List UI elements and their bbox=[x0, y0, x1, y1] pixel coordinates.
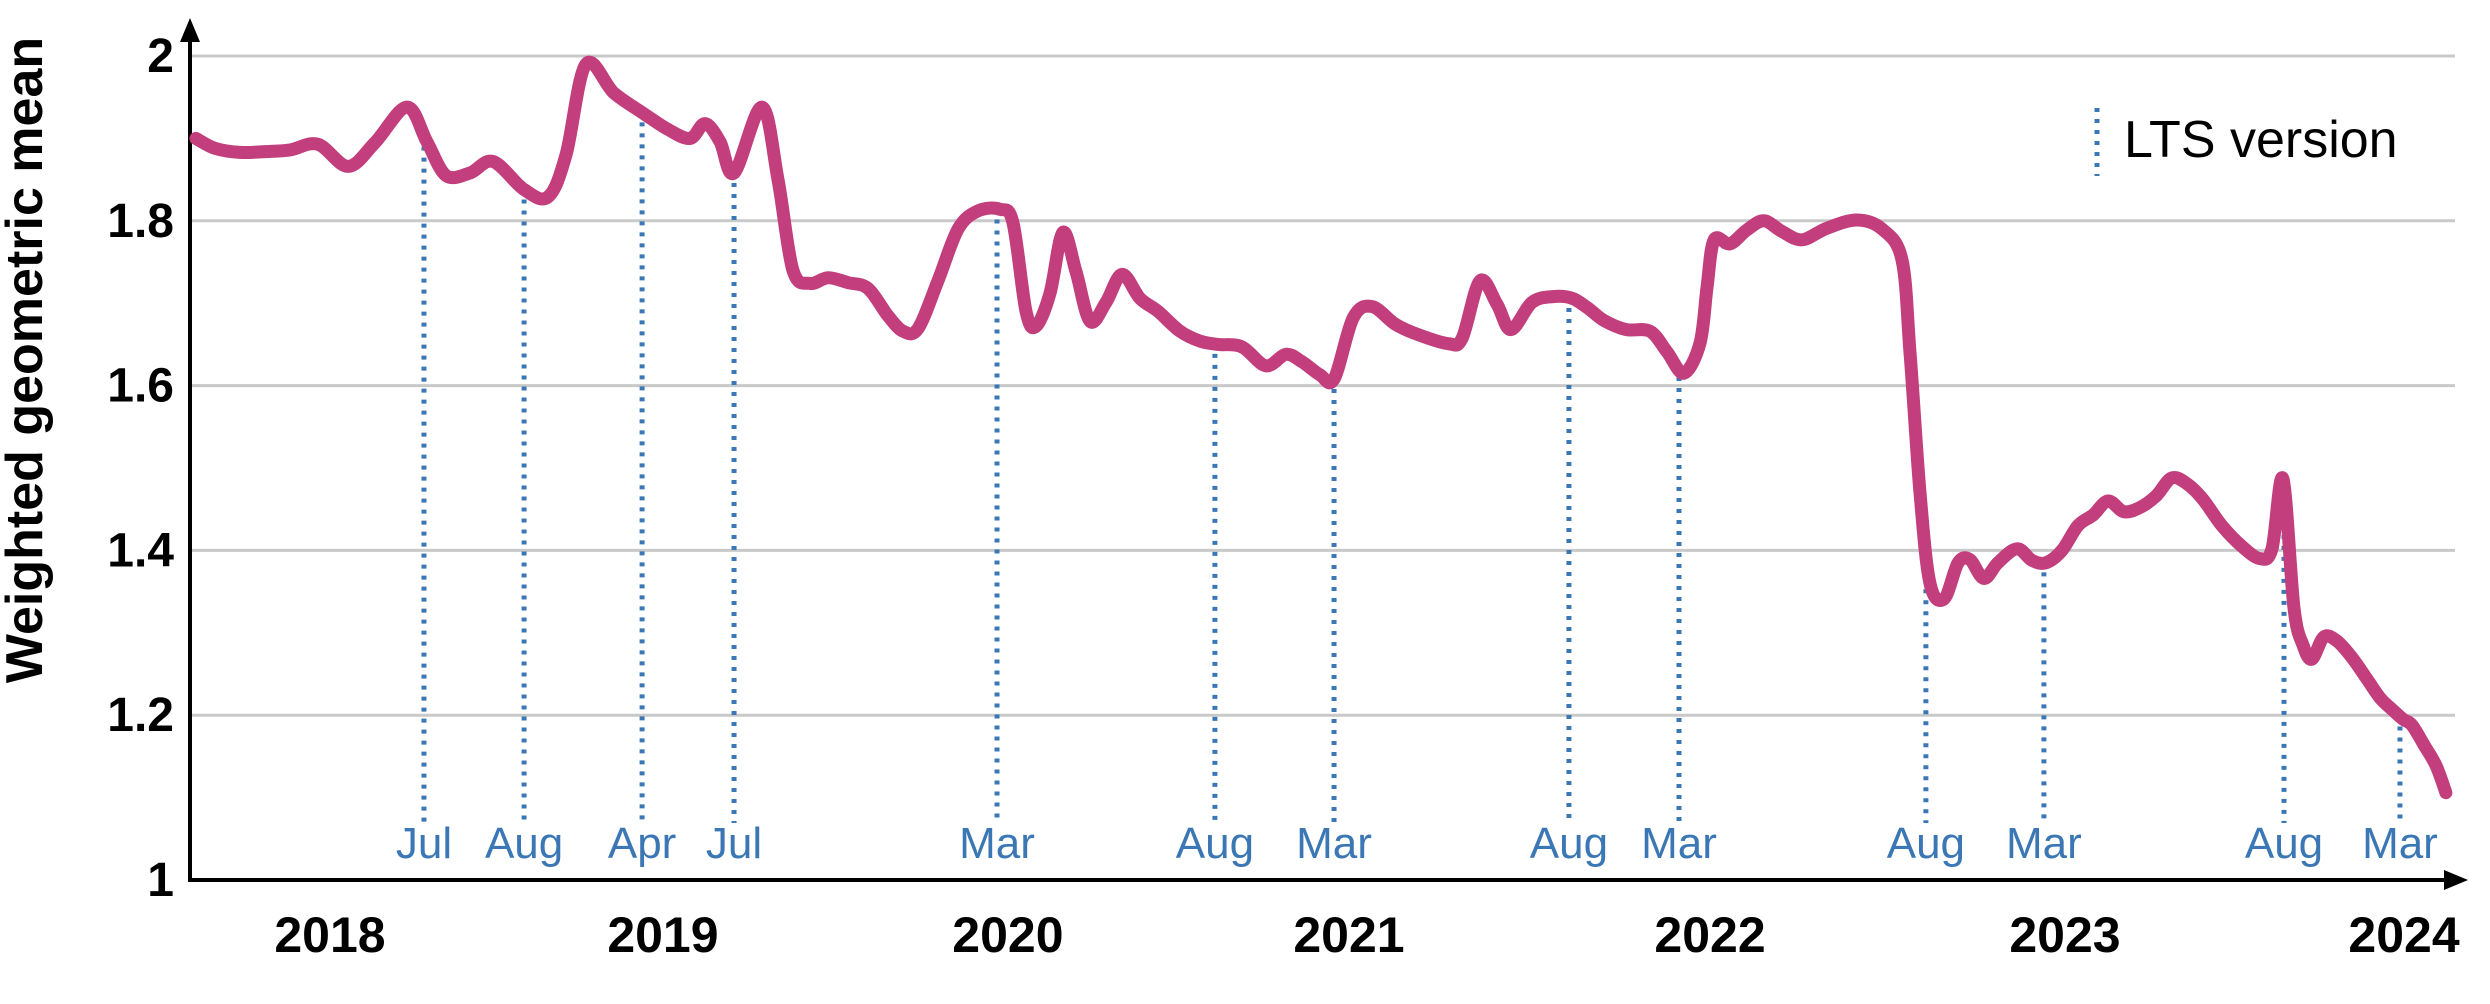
x-year-label: 2020 bbox=[952, 907, 1063, 963]
y-tick-label: 1.8 bbox=[107, 195, 174, 248]
lts-marker-month-label: Aug bbox=[1530, 819, 1608, 868]
lts-marker-month-label: Jul bbox=[706, 819, 762, 868]
y-tick-label: 1.6 bbox=[107, 360, 174, 413]
x-year-label: 2023 bbox=[2009, 907, 2120, 963]
lts-marker-month-label: Aug bbox=[2245, 819, 2323, 868]
x-year-label: 2018 bbox=[274, 907, 385, 963]
y-axis-arrowhead-icon bbox=[180, 18, 200, 42]
y-tick-label: 2 bbox=[147, 30, 174, 83]
lts-marker-month-label: Jul bbox=[396, 819, 452, 868]
x-year-label: 2022 bbox=[1654, 907, 1765, 963]
x-year-label: 2021 bbox=[1293, 907, 1404, 963]
x-axis-arrowhead-icon bbox=[2444, 870, 2468, 890]
y-axis-title: Weighted geometric mean bbox=[0, 37, 54, 683]
axes-layer bbox=[180, 18, 2468, 890]
lts-marker-month-label: Mar bbox=[2006, 819, 2082, 868]
legend: LTS version bbox=[2094, 108, 2398, 176]
lts-marker-month-label: Mar bbox=[2362, 819, 2438, 868]
lts-marker-month-label: Aug bbox=[485, 819, 563, 868]
y-tick-label: 1.4 bbox=[107, 524, 174, 577]
labels-layer: 2 1.8 1.6 1.4 1.2 1 2018 2019 2020 2021 2022 2023 20… bbox=[107, 30, 2460, 963]
lts-marker-month-label: Aug bbox=[1887, 819, 1965, 868]
lts-marker-month-label: Aug bbox=[1176, 819, 1254, 868]
x-year-label: 2019 bbox=[607, 907, 718, 963]
lts-marker-month-label: Mar bbox=[959, 819, 1035, 868]
legend-lts-label: LTS version bbox=[2124, 111, 2398, 169]
lts-marker-month-label: Mar bbox=[1641, 819, 1717, 868]
y-tick-label: 1.2 bbox=[107, 689, 174, 742]
lts-marker-layer: Jul Aug Apr Jul Mar Aug Mar Aug Mar Aug Mar Aug Mar bbox=[396, 122, 2438, 868]
lts-marker-month-label: Mar bbox=[1296, 819, 1372, 868]
y-tick-label: 1 bbox=[147, 854, 174, 907]
lts-marker-month-label: Apr bbox=[608, 819, 676, 868]
series-line-weighted-geometric-mean bbox=[189, 55, 2453, 800]
series-layer bbox=[189, 55, 2453, 800]
x-year-label: 2024 bbox=[2348, 907, 2459, 963]
